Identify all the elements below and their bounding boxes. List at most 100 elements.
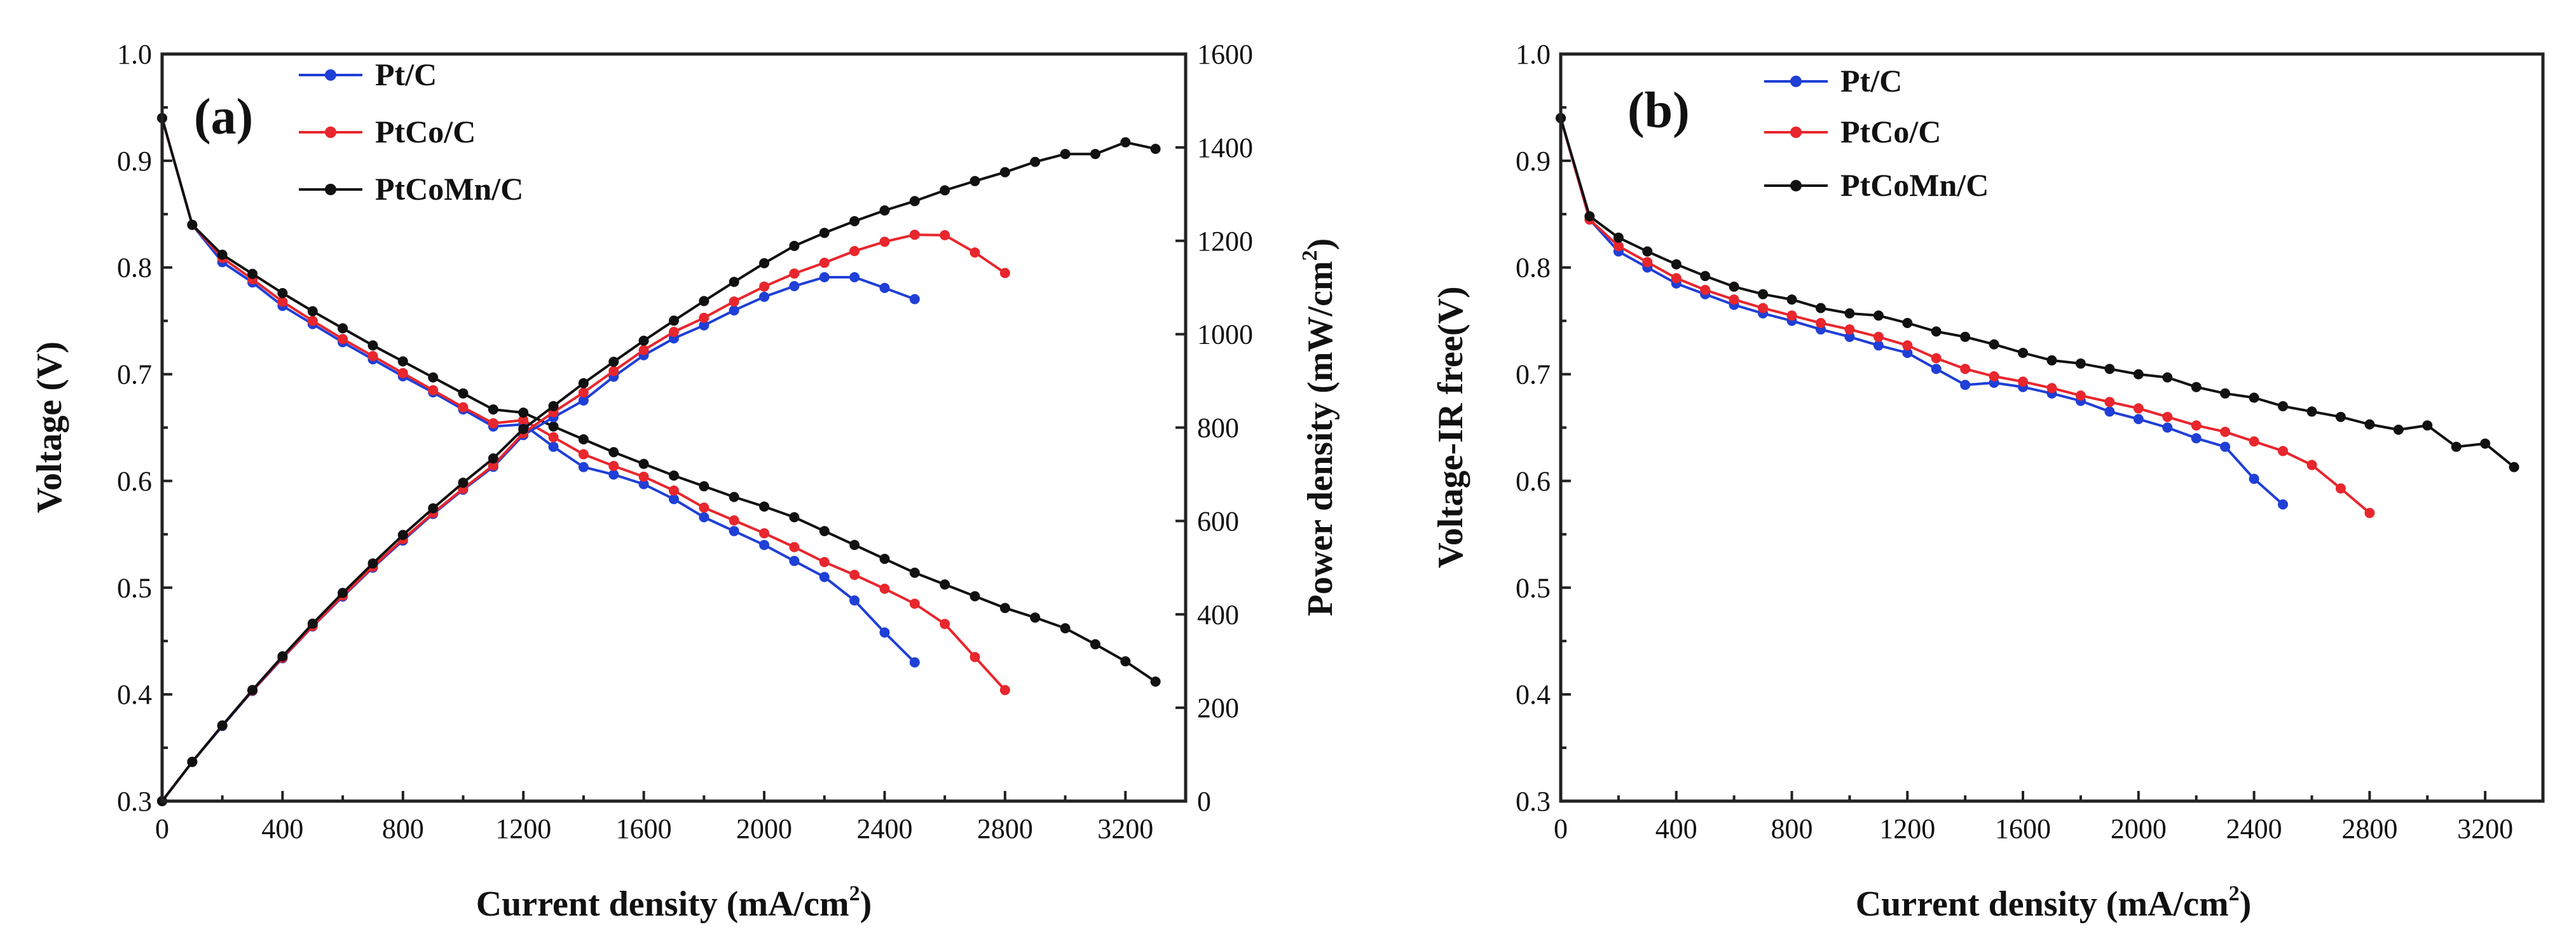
data-point-ptcomn-c-polarization	[1150, 677, 1161, 687]
x-tick-label: 400	[1655, 813, 1697, 844]
x-tick-label: 3200	[2457, 813, 2513, 844]
data-point-ptco-c-polarization	[1613, 241, 1624, 252]
data-point-pt-c-polarization	[729, 526, 739, 537]
data-point-ptco-c-polarization	[608, 460, 619, 471]
data-point-pt-c-polarization	[2104, 406, 2115, 417]
panel-b-plot-area	[1556, 113, 2519, 518]
x-tick-label: 2800	[977, 813, 1033, 844]
data-point-ptco-c-polarization	[2104, 397, 2115, 408]
y-tick-label: 0.7	[117, 359, 152, 390]
data-point-ptco-c-polarization	[1671, 273, 1682, 284]
data-point-ptco-c-polarization	[1931, 353, 1942, 364]
data-point-ptcomn-c-polarization	[217, 249, 228, 260]
data-point-ptcomn-c-power	[789, 240, 800, 251]
x-tick-label: 2400	[856, 813, 912, 844]
data-point-pt-c-polarization	[879, 627, 890, 638]
data-point-pt-c-polarization	[2220, 441, 2231, 452]
data-point-ptco-c-polarization	[2191, 420, 2202, 431]
data-point-ptcomn-c-polarization	[789, 512, 800, 523]
x-tick-label: 2400	[2226, 813, 2282, 844]
data-point-ptcomn-c-polarization	[338, 323, 348, 334]
y-tick-label: 0.8	[117, 252, 152, 284]
data-point-ptcomn-c-power	[1120, 137, 1131, 148]
data-point-ptco-c-polarization	[2075, 390, 2086, 401]
svg-text:Pt/C: Pt/C	[375, 57, 437, 92]
data-point-ptcomn-c-polarization	[759, 501, 770, 512]
x-tick-label: 1600	[616, 813, 672, 844]
data-point-ptcomn-c-power	[397, 530, 408, 540]
data-point-pt-c-polarization	[2133, 414, 2144, 425]
y-tick-label: 1.0	[117, 39, 152, 70]
data-point-ptcomn-c-power	[548, 401, 559, 411]
y2-tick-label: 0	[1197, 786, 1211, 817]
data-point-ptcomn-c-power	[759, 258, 770, 268]
data-point-ptcomn-c-power	[849, 216, 860, 226]
y-tick-label: 0.6	[1516, 465, 1551, 497]
data-point-ptco-c-polarization	[1816, 318, 1826, 328]
panel-a-y2-axis-title: Power density (mW/cm2)	[1298, 238, 1340, 617]
data-point-ptcomn-c-polarization	[1120, 656, 1131, 667]
y-tick-label: 0.3	[117, 786, 152, 817]
data-point-ptco-c-power	[699, 312, 709, 323]
legend-item-ptco-c: PtCo/C	[1764, 114, 1941, 149]
y2-tick-label: 200	[1197, 692, 1239, 724]
y-tick-label: 0.9	[117, 146, 152, 177]
data-point-ptcomn-c-power	[217, 720, 228, 731]
data-point-ptcomn-c-polarization	[397, 356, 408, 367]
legend-item-pt-c: Pt/C	[1764, 63, 1902, 99]
data-point-ptcomn-c-polarization	[1873, 310, 1884, 321]
data-point-pt-c-power	[729, 305, 739, 316]
svg-text:Pt/C: Pt/C	[1840, 63, 1902, 99]
data-point-ptcomn-c-polarization	[2278, 401, 2288, 411]
data-point-ptcomn-c-power	[608, 357, 619, 367]
data-point-ptcomn-c-polarization	[2104, 364, 2115, 374]
series-line-pt-c-polarization	[161, 118, 916, 664]
data-point-ptcomn-c-polarization	[2133, 369, 2144, 380]
data-point-ptco-c-polarization	[2133, 403, 2144, 414]
y-tick-label: 0.5	[117, 572, 152, 603]
data-point-ptcomn-c-polarization	[2220, 388, 2231, 399]
data-point-ptcomn-c-polarization	[488, 404, 498, 415]
data-point-ptcomn-c-polarization	[2162, 372, 2173, 383]
svg-text:PtCo/C: PtCo/C	[375, 114, 476, 149]
data-point-ptco-c-polarization	[699, 502, 709, 513]
data-point-ptcomn-c-power	[458, 477, 469, 488]
data-point-ptcomn-c-polarization	[1060, 623, 1071, 634]
data-point-ptco-c-power	[669, 327, 679, 337]
data-point-ptco-c-polarization	[488, 418, 498, 429]
x-tick-label: 2800	[2341, 813, 2397, 844]
data-point-ptco-c-power	[819, 258, 830, 268]
data-point-ptco-c-polarization	[1786, 310, 1797, 321]
data-point-ptco-c-polarization	[458, 402, 469, 413]
data-point-ptco-c-polarization	[669, 485, 679, 496]
data-point-ptcomn-c-power	[1030, 156, 1041, 167]
data-point-pt-c-power	[578, 395, 589, 406]
data-point-ptcomn-c-polarization	[2306, 406, 2317, 417]
legend-item-ptcomn-c: PtCoMn/C	[1764, 167, 1989, 203]
panel-a-legend: Pt/C PtCo/C PtCoMn/C	[299, 57, 523, 207]
data-point-ptcomn-c-power	[428, 503, 439, 514]
data-point-pt-c-power	[759, 291, 770, 302]
data-point-ptcomn-c-polarization	[1989, 339, 1999, 350]
data-point-ptcomn-c-polarization	[2393, 424, 2404, 435]
data-point-ptcomn-c-polarization	[1758, 289, 1769, 299]
x-tick-label: 1200	[495, 813, 551, 844]
data-point-ptcomn-c-polarization	[428, 372, 439, 383]
data-point-ptcomn-c-polarization	[669, 470, 679, 481]
data-point-ptco-c-polarization	[277, 296, 288, 307]
data-point-ptcomn-c-power	[578, 378, 589, 388]
y2-tick-label: 600	[1197, 505, 1239, 537]
data-point-pt-c-power	[819, 272, 830, 282]
data-point-ptcomn-c-polarization	[909, 567, 920, 578]
data-point-pt-c-polarization	[669, 494, 679, 504]
series-line-ptcomn-c-power	[161, 141, 1156, 802]
panel-b-legend: Pt/C PtCo/C PtCoMn/C	[1764, 63, 1989, 203]
data-point-ptcomn-c-polarization	[2364, 419, 2375, 430]
x-tick-label: 1200	[1879, 813, 1935, 844]
legend-item-pt-c: Pt/C	[299, 57, 437, 92]
data-point-ptco-c-polarization	[638, 471, 649, 482]
panel-a-y-axis-right: 0 200 400 600 800 1000 1200 1400 1600	[1175, 39, 1253, 817]
data-point-ptcomn-c-polarization	[699, 481, 709, 491]
data-point-pt-c-polarization	[819, 572, 830, 582]
data-point-ptcomn-c-power	[247, 685, 258, 696]
